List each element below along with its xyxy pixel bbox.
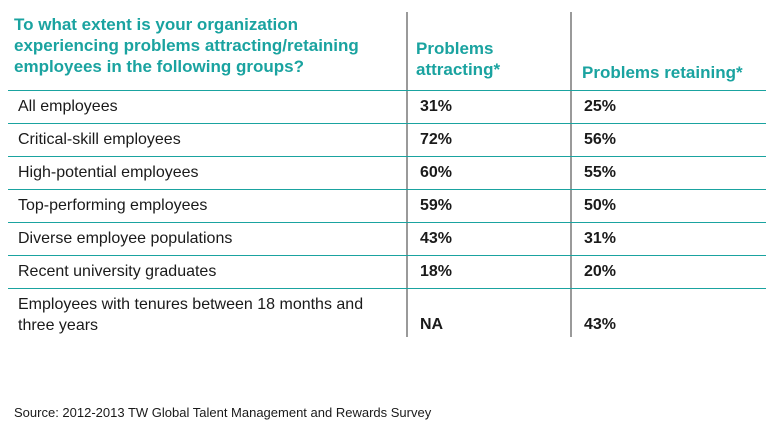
retaining-value: 56%	[584, 131, 617, 148]
table-row: Recent university graduates 18% 20%	[8, 255, 766, 288]
retaining-value: 20%	[584, 263, 617, 280]
retaining-value: 50%	[584, 197, 617, 214]
group-label: All employees	[18, 98, 118, 115]
header-question: To what extent is your organization expe…	[14, 15, 359, 76]
attracting-value: 18%	[420, 263, 453, 280]
column-divider	[406, 12, 408, 337]
table-header: To what extent is your organization expe…	[8, 8, 766, 90]
retaining-value: 43%	[584, 316, 617, 333]
attracting-value: 59%	[420, 197, 453, 214]
header-problems-attracting: Problems attracting*	[416, 39, 501, 79]
group-label: Employees with tenures between 18 months…	[18, 296, 364, 334]
attracting-value: NA	[420, 316, 444, 333]
table-row: Employees with tenures between 18 months…	[8, 288, 766, 341]
group-label: Critical-skill employees	[18, 131, 181, 148]
source-note: Source: 2012-2013 TW Global Talent Manag…	[14, 405, 432, 420]
retaining-value: 31%	[584, 230, 617, 247]
table-row: High-potential employees 60% 55%	[8, 156, 766, 189]
retaining-value: 25%	[584, 98, 617, 115]
group-label: Diverse employee populations	[18, 230, 233, 247]
attracting-value: 31%	[420, 98, 453, 115]
table-row: Top-performing employees 59% 50%	[8, 189, 766, 222]
table-row: All employees 31% 25%	[8, 90, 766, 123]
survey-table: To what extent is your organization expe…	[8, 8, 766, 341]
table-row: Diverse employee populations 43% 31%	[8, 222, 766, 255]
header-problems-retaining: Problems retaining*	[582, 63, 743, 82]
table-row: Critical-skill employees 72% 56%	[8, 123, 766, 156]
group-label: High-potential employees	[18, 164, 199, 181]
group-label: Recent university graduates	[18, 263, 217, 280]
attracting-value: 60%	[420, 164, 453, 181]
retaining-value: 55%	[584, 164, 617, 181]
table-body: All employees 31% 25% Critical-skill emp…	[8, 90, 766, 341]
attracting-value: 72%	[420, 131, 453, 148]
attracting-value: 43%	[420, 230, 453, 247]
group-label: Top-performing employees	[18, 197, 208, 214]
column-divider	[570, 12, 572, 337]
